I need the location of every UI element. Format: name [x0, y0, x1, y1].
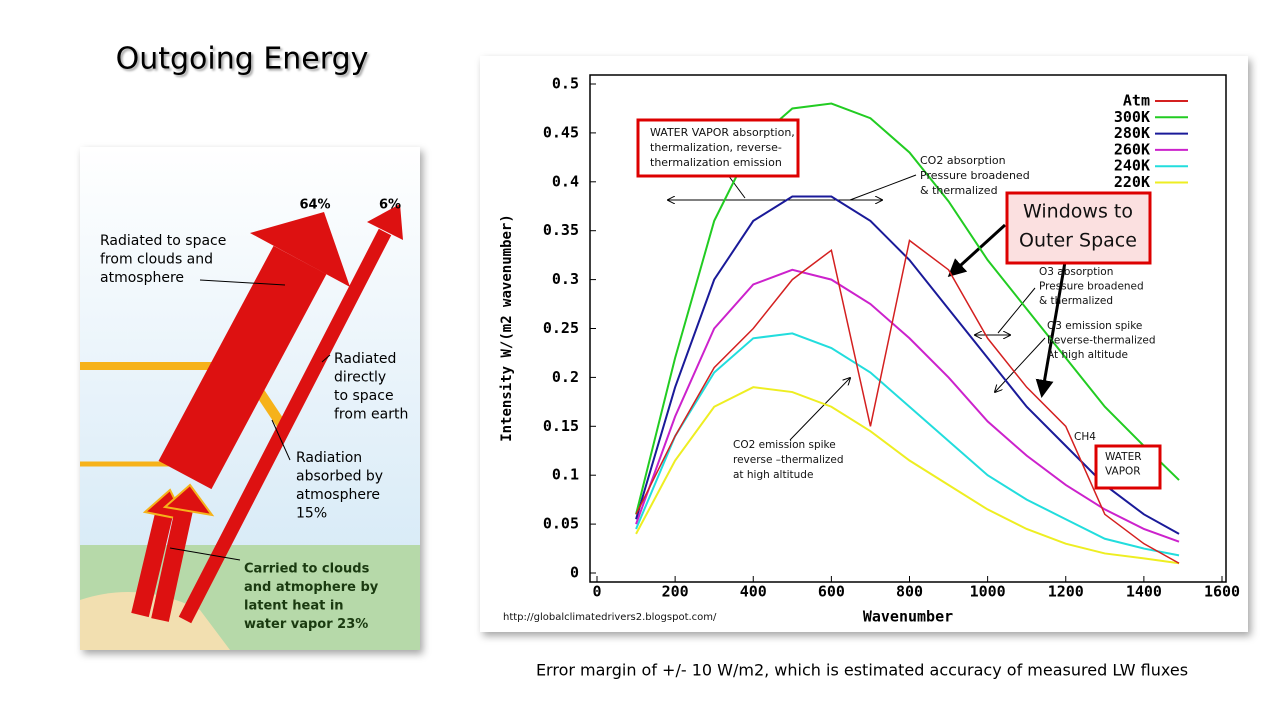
legend-label: 240K [1114, 157, 1150, 175]
annotation: CO2 emission spike [733, 439, 836, 451]
x-tick-label: 1000 [970, 583, 1006, 601]
annotation: O3 emission spike [1047, 320, 1142, 332]
leader [271, 419, 291, 461]
diagram-label: 6% [379, 198, 401, 213]
y-tick-label: 0.2 [552, 368, 579, 386]
chart-panel [480, 56, 1248, 632]
legend-label: Atm [1123, 92, 1150, 110]
arrow [1035, 261, 1067, 398]
annotation-box [636, 118, 800, 178]
y-axis-label: Intensity W/(m2 wavenumber) [499, 214, 515, 442]
diagram-label: from earth [334, 407, 408, 423]
annotation: & thermalized [1039, 295, 1113, 307]
y-tick-label: 0.05 [543, 515, 579, 533]
series-line [635, 195, 1180, 535]
y-tick-label: 0.45 [543, 123, 579, 141]
leader [321, 354, 331, 363]
annotation: At high altitude [1047, 349, 1128, 361]
diagram-label: 15% [296, 506, 327, 522]
arrow [131, 507, 174, 618]
x-tick-label: 400 [740, 583, 767, 601]
leader [169, 547, 241, 561]
diagram-label: 64% [299, 198, 330, 213]
leader [849, 174, 917, 201]
y-tick-label: 0.1 [552, 466, 579, 484]
y-tick-label: 0.4 [552, 172, 579, 190]
x-tick-label: 1600 [1204, 583, 1240, 601]
diagram-label: absorbed by [296, 469, 383, 485]
x-tick-label: 1400 [1126, 583, 1162, 601]
annotation: Windows to [1023, 201, 1133, 223]
annotation: thermalization, reverse- [650, 141, 782, 154]
annotation: WATER VAPOR absorption, [650, 126, 795, 139]
annotation: CO2 absorption [920, 154, 1006, 167]
annotation: Outer Space [1019, 230, 1137, 252]
annotation: reverse –thermalized [733, 454, 844, 466]
diagram-label: water vapor 23% [244, 617, 368, 632]
legend-label: 280K [1114, 124, 1150, 142]
x-tick-label: 1200 [1048, 583, 1084, 601]
annotation: & thermalized [920, 184, 998, 197]
annotation-box [1005, 191, 1152, 265]
y-tick-label: 0 [570, 564, 579, 582]
arrow [947, 223, 1007, 278]
annotation: CH4 [1074, 431, 1096, 443]
arrow [151, 503, 194, 622]
x-axis-label: Wavenumber [863, 608, 953, 626]
leader [997, 287, 1036, 334]
annotation: VAPOR [1105, 466, 1141, 478]
series-line [635, 332, 1180, 557]
annotation: Pressure broadened [920, 169, 1030, 182]
diagram-label: directly [334, 370, 386, 386]
diagram-label: atmosphere [100, 270, 184, 286]
diagram-label: from clouds and [100, 252, 213, 268]
slide-title: Outgoing Energy [116, 42, 369, 77]
x-tick-label: 0 [592, 583, 601, 601]
diagram-label: Radiated to space [100, 233, 226, 249]
y-tick-label: 0.15 [543, 417, 579, 435]
series-line [635, 386, 1180, 565]
diagram-label: Carried to clouds [244, 562, 370, 577]
y-tick-label: 0.5 [552, 75, 579, 93]
annotation: http://globalclimatedrivers2.blogspot.co… [503, 612, 717, 623]
legend-label: 260K [1114, 140, 1150, 158]
arrow [789, 378, 850, 441]
annotation: O3 absorption [1039, 266, 1113, 278]
x-tick-label: 800 [896, 583, 923, 601]
x-tick-label: 600 [818, 583, 845, 601]
chart-arrows [668, 174, 1067, 441]
arrow [158, 245, 327, 490]
series-line [635, 239, 1180, 564]
y-tick-label: 0.35 [543, 221, 579, 239]
diagram-label: and atmophere by [244, 580, 379, 595]
annotation: thermalization emission [650, 156, 782, 169]
annotation: at high altitude [733, 469, 813, 481]
arrow-head [250, 212, 350, 287]
caption: Error margin of +/- 10 W/m2, which is es… [536, 661, 1188, 680]
annotation: Pressure broadened [1039, 281, 1144, 293]
diagram-label: Radiated [334, 351, 396, 367]
diagram-label: atmosphere [296, 487, 380, 503]
diagram [80, 147, 420, 650]
y-tick-label: 0.3 [552, 270, 579, 288]
arrow-head [367, 204, 403, 240]
annotation: Reverse-thermalized [1047, 335, 1156, 347]
legend-label: 220K [1114, 173, 1150, 191]
leader [199, 279, 286, 286]
diagram-label: to space [334, 388, 394, 404]
diagram-label: latent heat in [244, 599, 344, 614]
diagram-label: Radiation [296, 450, 362, 466]
arrow [995, 337, 1046, 392]
arrow-head [162, 483, 215, 517]
legend-label: 300K [1114, 108, 1150, 126]
annotation: WATER [1105, 451, 1142, 463]
series-line [635, 102, 1180, 515]
y-tick-label: 0.25 [543, 319, 579, 337]
annotation-box [1094, 444, 1162, 490]
x-tick-label: 200 [662, 583, 689, 601]
series-line [635, 268, 1180, 543]
arrow [178, 228, 392, 624]
leader [727, 174, 746, 199]
